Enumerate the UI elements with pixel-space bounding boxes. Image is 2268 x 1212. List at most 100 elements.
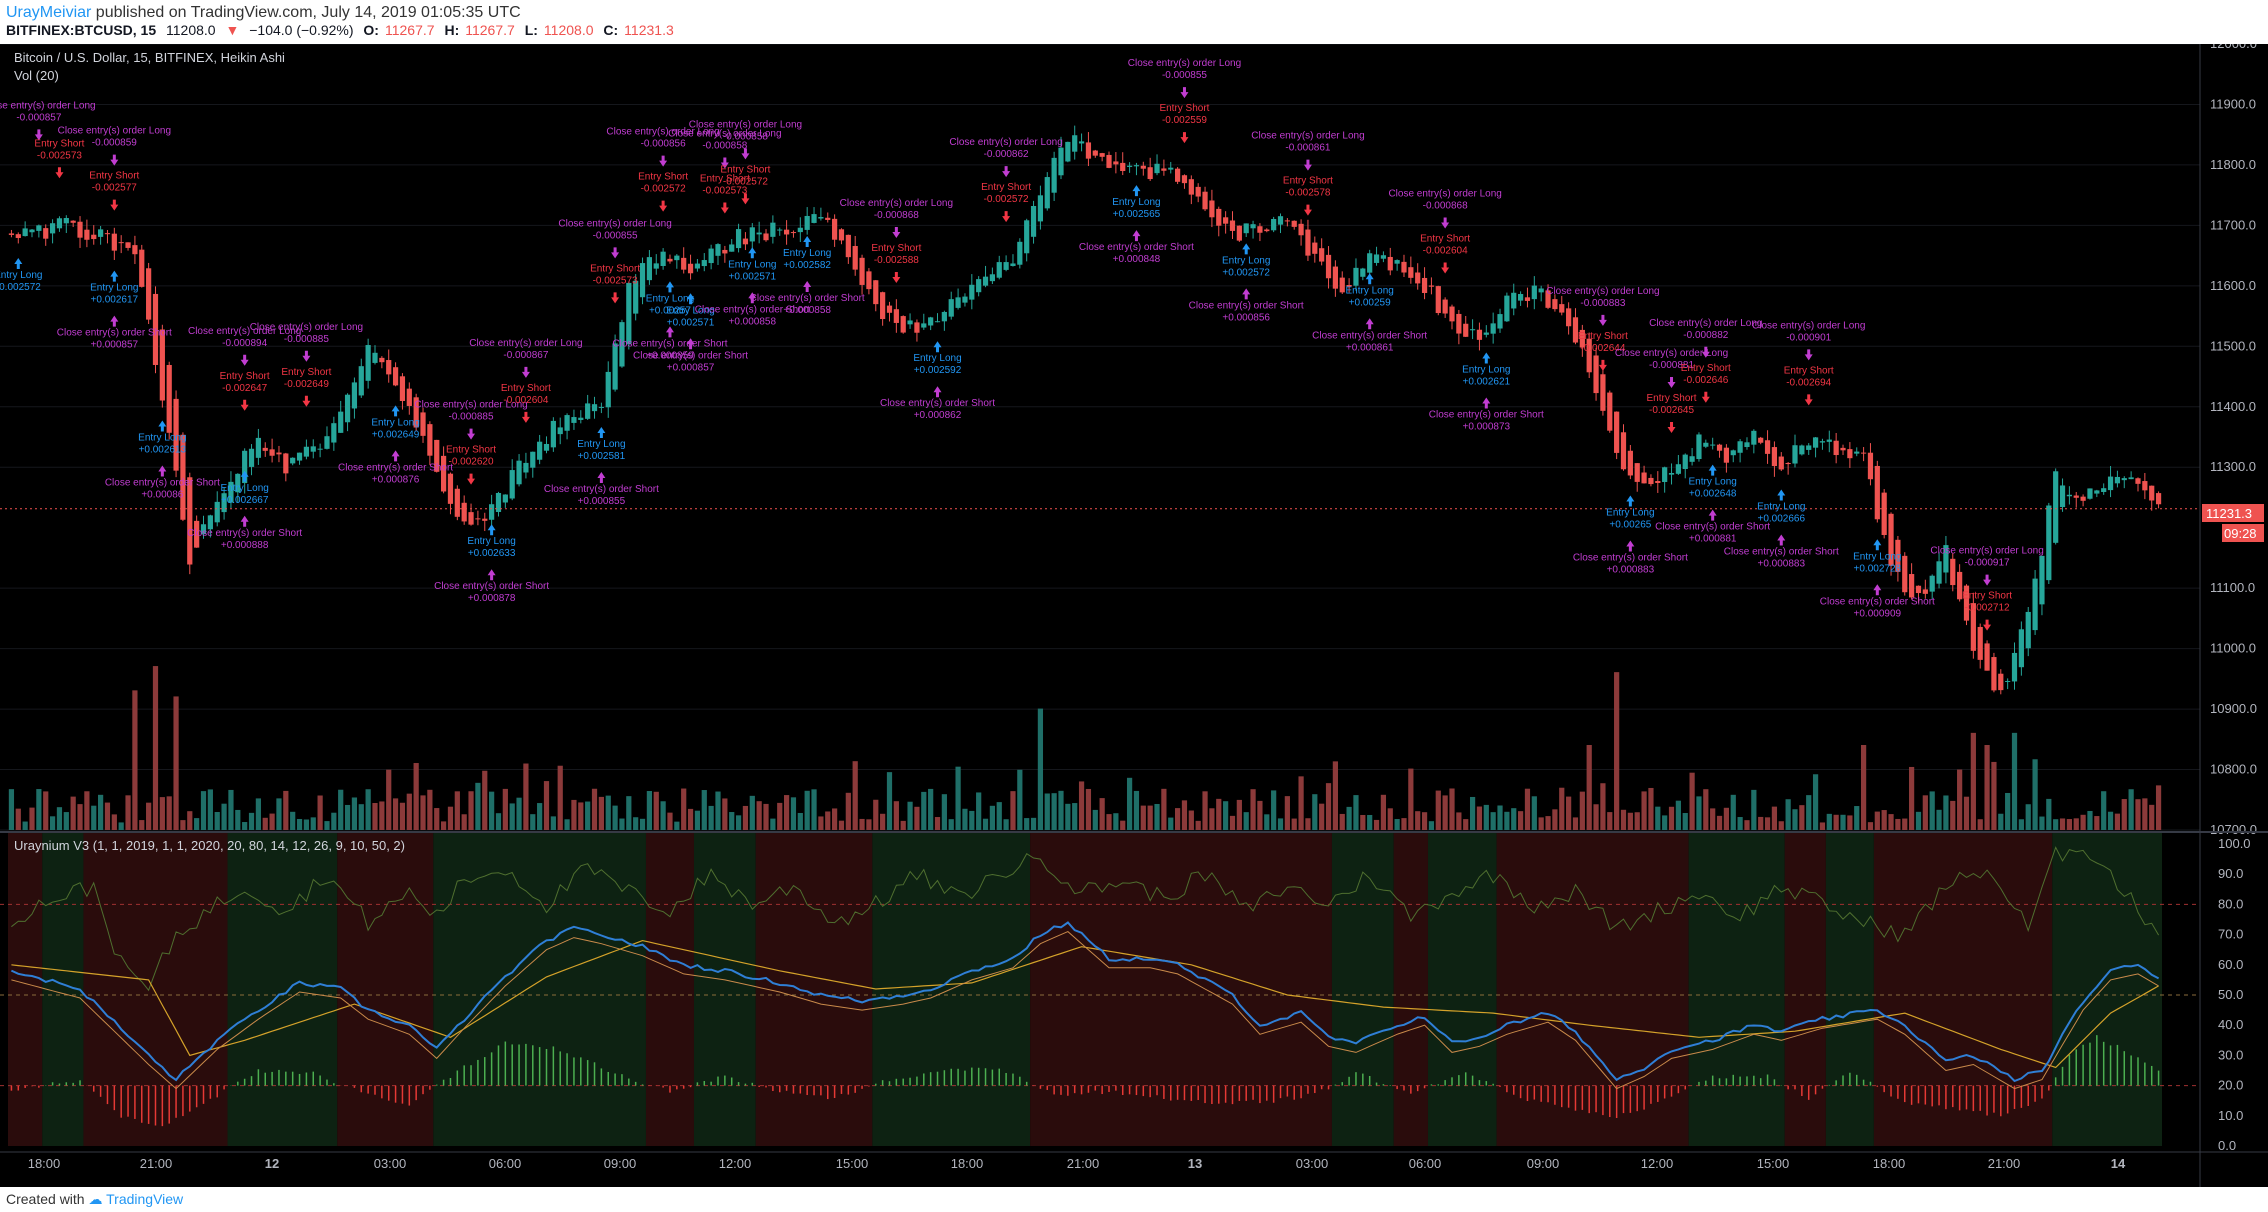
signal-entry-long[interactable]: Entry Long+0.002649 [371, 405, 420, 440]
volume-bar [2094, 816, 2100, 830]
signal-close-short[interactable]: Close entry(s) order Short+0.000848 [1079, 230, 1194, 265]
candle-body [1874, 465, 1880, 520]
indicator-legend[interactable]: Uraynium V3 (1, 1, 2019, 1, 1, 2020, 20,… [14, 838, 405, 853]
signal-close-short[interactable]: Close entry(s) order Short+0.000858 [750, 280, 865, 316]
signal-close-short[interactable]: Close entry(s) order Short+0.000909 [1820, 584, 1935, 619]
volume-bar [1133, 790, 1140, 830]
chart-area[interactable]: -0.000857Close entry(s) order Long-0.002… [0, 36, 2268, 1187]
signal-close-short[interactable]: Close entry(s) order Short+0.000883 [1724, 534, 1839, 569]
candle-body [1058, 147, 1064, 176]
signal-entry-long[interactable]: Entry Long+0.002666 [1757, 489, 1805, 524]
signal-close-short[interactable]: Close entry(s) order Short+0.000856 [1189, 288, 1304, 323]
tradingview-link[interactable]: TradingView [106, 1191, 184, 1207]
signal-close-short[interactable]: Close entry(s) order Short+0.000855 [544, 471, 659, 507]
signal-close-short[interactable]: Close entry(s) order Short+0.000859 [612, 326, 728, 361]
main-legend-title[interactable]: Bitcoin / U.S. Dollar, 15, BITFINEX, Hei… [14, 50, 285, 65]
signal-entry-long[interactable]: Entry Long+0.002571 [666, 293, 715, 328]
signal-close-short[interactable]: Close entry(s) order Short+0.000858 [695, 292, 810, 327]
signal-close-short[interactable]: Close entry(s) order Short+0.000888 [187, 515, 302, 551]
signal-entry-long[interactable]: Entry Long+0.002571 [728, 247, 777, 282]
volume-bar [1271, 790, 1277, 830]
signal-entry-long[interactable]: Entry Long+0.002592 [913, 341, 962, 376]
volume-bar [36, 789, 42, 830]
signal-entry-long[interactable]: Entry Long+0.002621 [1462, 352, 1511, 388]
signal-close-short[interactable]: Close entry(s) order Short+0.000883 [1573, 540, 1688, 575]
signal-close-short[interactable]: Close entry(s) order Short+0.000876 [338, 450, 453, 485]
volume-bar [56, 807, 63, 830]
signal-entry-long[interactable]: Entry Long-0.002572 [0, 257, 42, 293]
volume-bar [955, 766, 961, 830]
signal-entry-long[interactable]: Entry Long+0.002582 [783, 235, 831, 271]
volume-bar [1305, 818, 1311, 830]
signal-entry-long[interactable]: Entry Long+0.00265 [1606, 495, 1655, 530]
signal-close-short[interactable]: Close entry(s) order Short+0.000857 [57, 315, 172, 351]
volume-legend[interactable]: Vol (20) [14, 68, 59, 83]
signal-close-short[interactable]: Close entry(s) order Short+0.000861 [1312, 318, 1427, 353]
signal-close-short[interactable]: Close entry(s) order Short+0.000873 [1429, 397, 1544, 433]
signal-entry-long[interactable]: Entry Long+0.002667 [220, 470, 269, 506]
candle-body [1092, 150, 1098, 156]
signal-entry-long[interactable]: Entry Long+0.002648 [1688, 464, 1737, 500]
signal-entry-long[interactable]: Entry Long+0.002613 [138, 420, 187, 456]
signal-close-long[interactable]: -0.000857Close entry(s) order Long [0, 100, 96, 141]
signal-entry-long[interactable]: Entry Long+0.002617 [90, 270, 139, 306]
chart-svg[interactable]: -0.000857Close entry(s) order Long-0.002… [0, 36, 2268, 1187]
signal-entry-long[interactable]: Entry Long+0.002581 [577, 426, 626, 462]
signal-value: Entry Short [220, 371, 270, 382]
signal-entry-long[interactable]: Entry Long+0.00259 [1345, 273, 1394, 308]
last-price-badge-text: 11231.3 [2206, 506, 2252, 521]
signal-close-short[interactable]: Close entry(s) order Short+0.000878 [434, 569, 549, 604]
signal-value: +0.000857 [91, 340, 139, 351]
candle-body [1463, 323, 1469, 337]
signal-entry-long[interactable]: Entry Long+0.002565 [1112, 185, 1161, 220]
signal-close-short[interactable]: Close entry(s) order Short+0.00086 [105, 465, 220, 501]
signal-close-short[interactable]: Close entry(s) order Short+0.000857 [633, 338, 748, 373]
signal-entry-long[interactable]: Entry Long+0.002572 [1222, 243, 1270, 278]
signal-entry-long[interactable]: Entry Long+0.002633 [467, 524, 516, 559]
signal-entry-long[interactable]: Entry Long+0.002728 [1853, 539, 1902, 574]
author-link[interactable]: UrayMeiviar [6, 4, 92, 21]
signal-entry-long[interactable]: Entry Long+0.00257 [646, 281, 694, 316]
signal-close-short[interactable]: Close entry(s) order Short+0.000881 [1655, 509, 1770, 545]
signal-close-short[interactable]: Close entry(s) order Short+0.000862 [880, 386, 995, 421]
